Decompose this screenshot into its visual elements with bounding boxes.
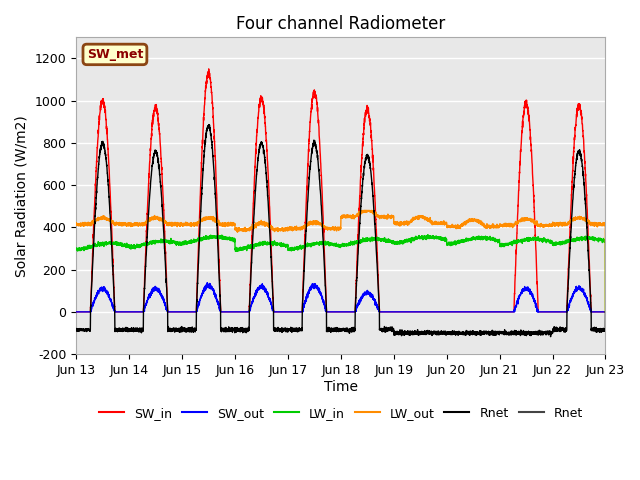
- LW_out: [359, 208, 367, 214]
- X-axis label: Time: Time: [324, 380, 358, 394]
- LW_in: [602, 309, 609, 315]
- Rnet: [417, 329, 424, 335]
- LW_in: [467, 236, 475, 242]
- Rnet: [508, 330, 515, 336]
- LW_out: [72, 221, 80, 227]
- SW_out: [275, 309, 282, 315]
- LW_in: [424, 232, 432, 238]
- SW_in: [168, 309, 176, 315]
- Rnet: [467, 329, 475, 335]
- LW_in: [168, 240, 176, 245]
- SW_out: [390, 309, 397, 315]
- SW_in: [417, 309, 424, 315]
- LW_in: [390, 238, 397, 244]
- LW_in: [508, 240, 515, 246]
- LW_in: [275, 241, 282, 247]
- Rnet: [547, 334, 554, 339]
- Rnet: [602, 309, 609, 315]
- Title: Four channel Radiometer: Four channel Radiometer: [236, 15, 445, 33]
- SW_out: [168, 309, 176, 315]
- Y-axis label: Solar Radiation (W/m2): Solar Radiation (W/m2): [15, 115, 29, 276]
- LW_out: [417, 214, 424, 219]
- SW_in: [508, 309, 515, 315]
- Rnet: [390, 327, 397, 333]
- Line: LW_out: LW_out: [76, 211, 605, 312]
- SW_out: [467, 309, 475, 315]
- LW_out: [602, 309, 609, 315]
- Legend: SW_in, SW_out, LW_in, LW_out, Rnet, Rnet: SW_in, SW_out, LW_in, LW_out, Rnet, Rnet: [93, 402, 588, 424]
- Line: Rnet: Rnet: [76, 125, 605, 336]
- SW_out: [602, 309, 609, 315]
- SW_out: [417, 309, 424, 315]
- Text: SW_met: SW_met: [87, 48, 143, 61]
- LW_out: [168, 222, 176, 228]
- LW_out: [508, 224, 515, 229]
- SW_out: [204, 280, 211, 286]
- Line: SW_in: SW_in: [76, 69, 605, 312]
- SW_in: [275, 309, 282, 315]
- SW_in: [390, 309, 397, 315]
- SW_in: [467, 309, 475, 315]
- SW_in: [72, 309, 80, 315]
- LW_out: [390, 214, 397, 220]
- SW_in: [602, 309, 609, 315]
- SW_out: [508, 309, 515, 315]
- Rnet: [205, 122, 213, 128]
- SW_out: [72, 309, 80, 315]
- SW_in: [205, 66, 212, 72]
- Rnet: [72, 328, 80, 334]
- Line: LW_in: LW_in: [76, 235, 605, 312]
- LW_in: [417, 234, 424, 240]
- LW_in: [72, 246, 80, 252]
- LW_out: [467, 216, 475, 222]
- Rnet: [275, 326, 282, 332]
- Rnet: [168, 327, 176, 333]
- LW_out: [275, 227, 282, 232]
- Line: SW_out: SW_out: [76, 283, 605, 312]
